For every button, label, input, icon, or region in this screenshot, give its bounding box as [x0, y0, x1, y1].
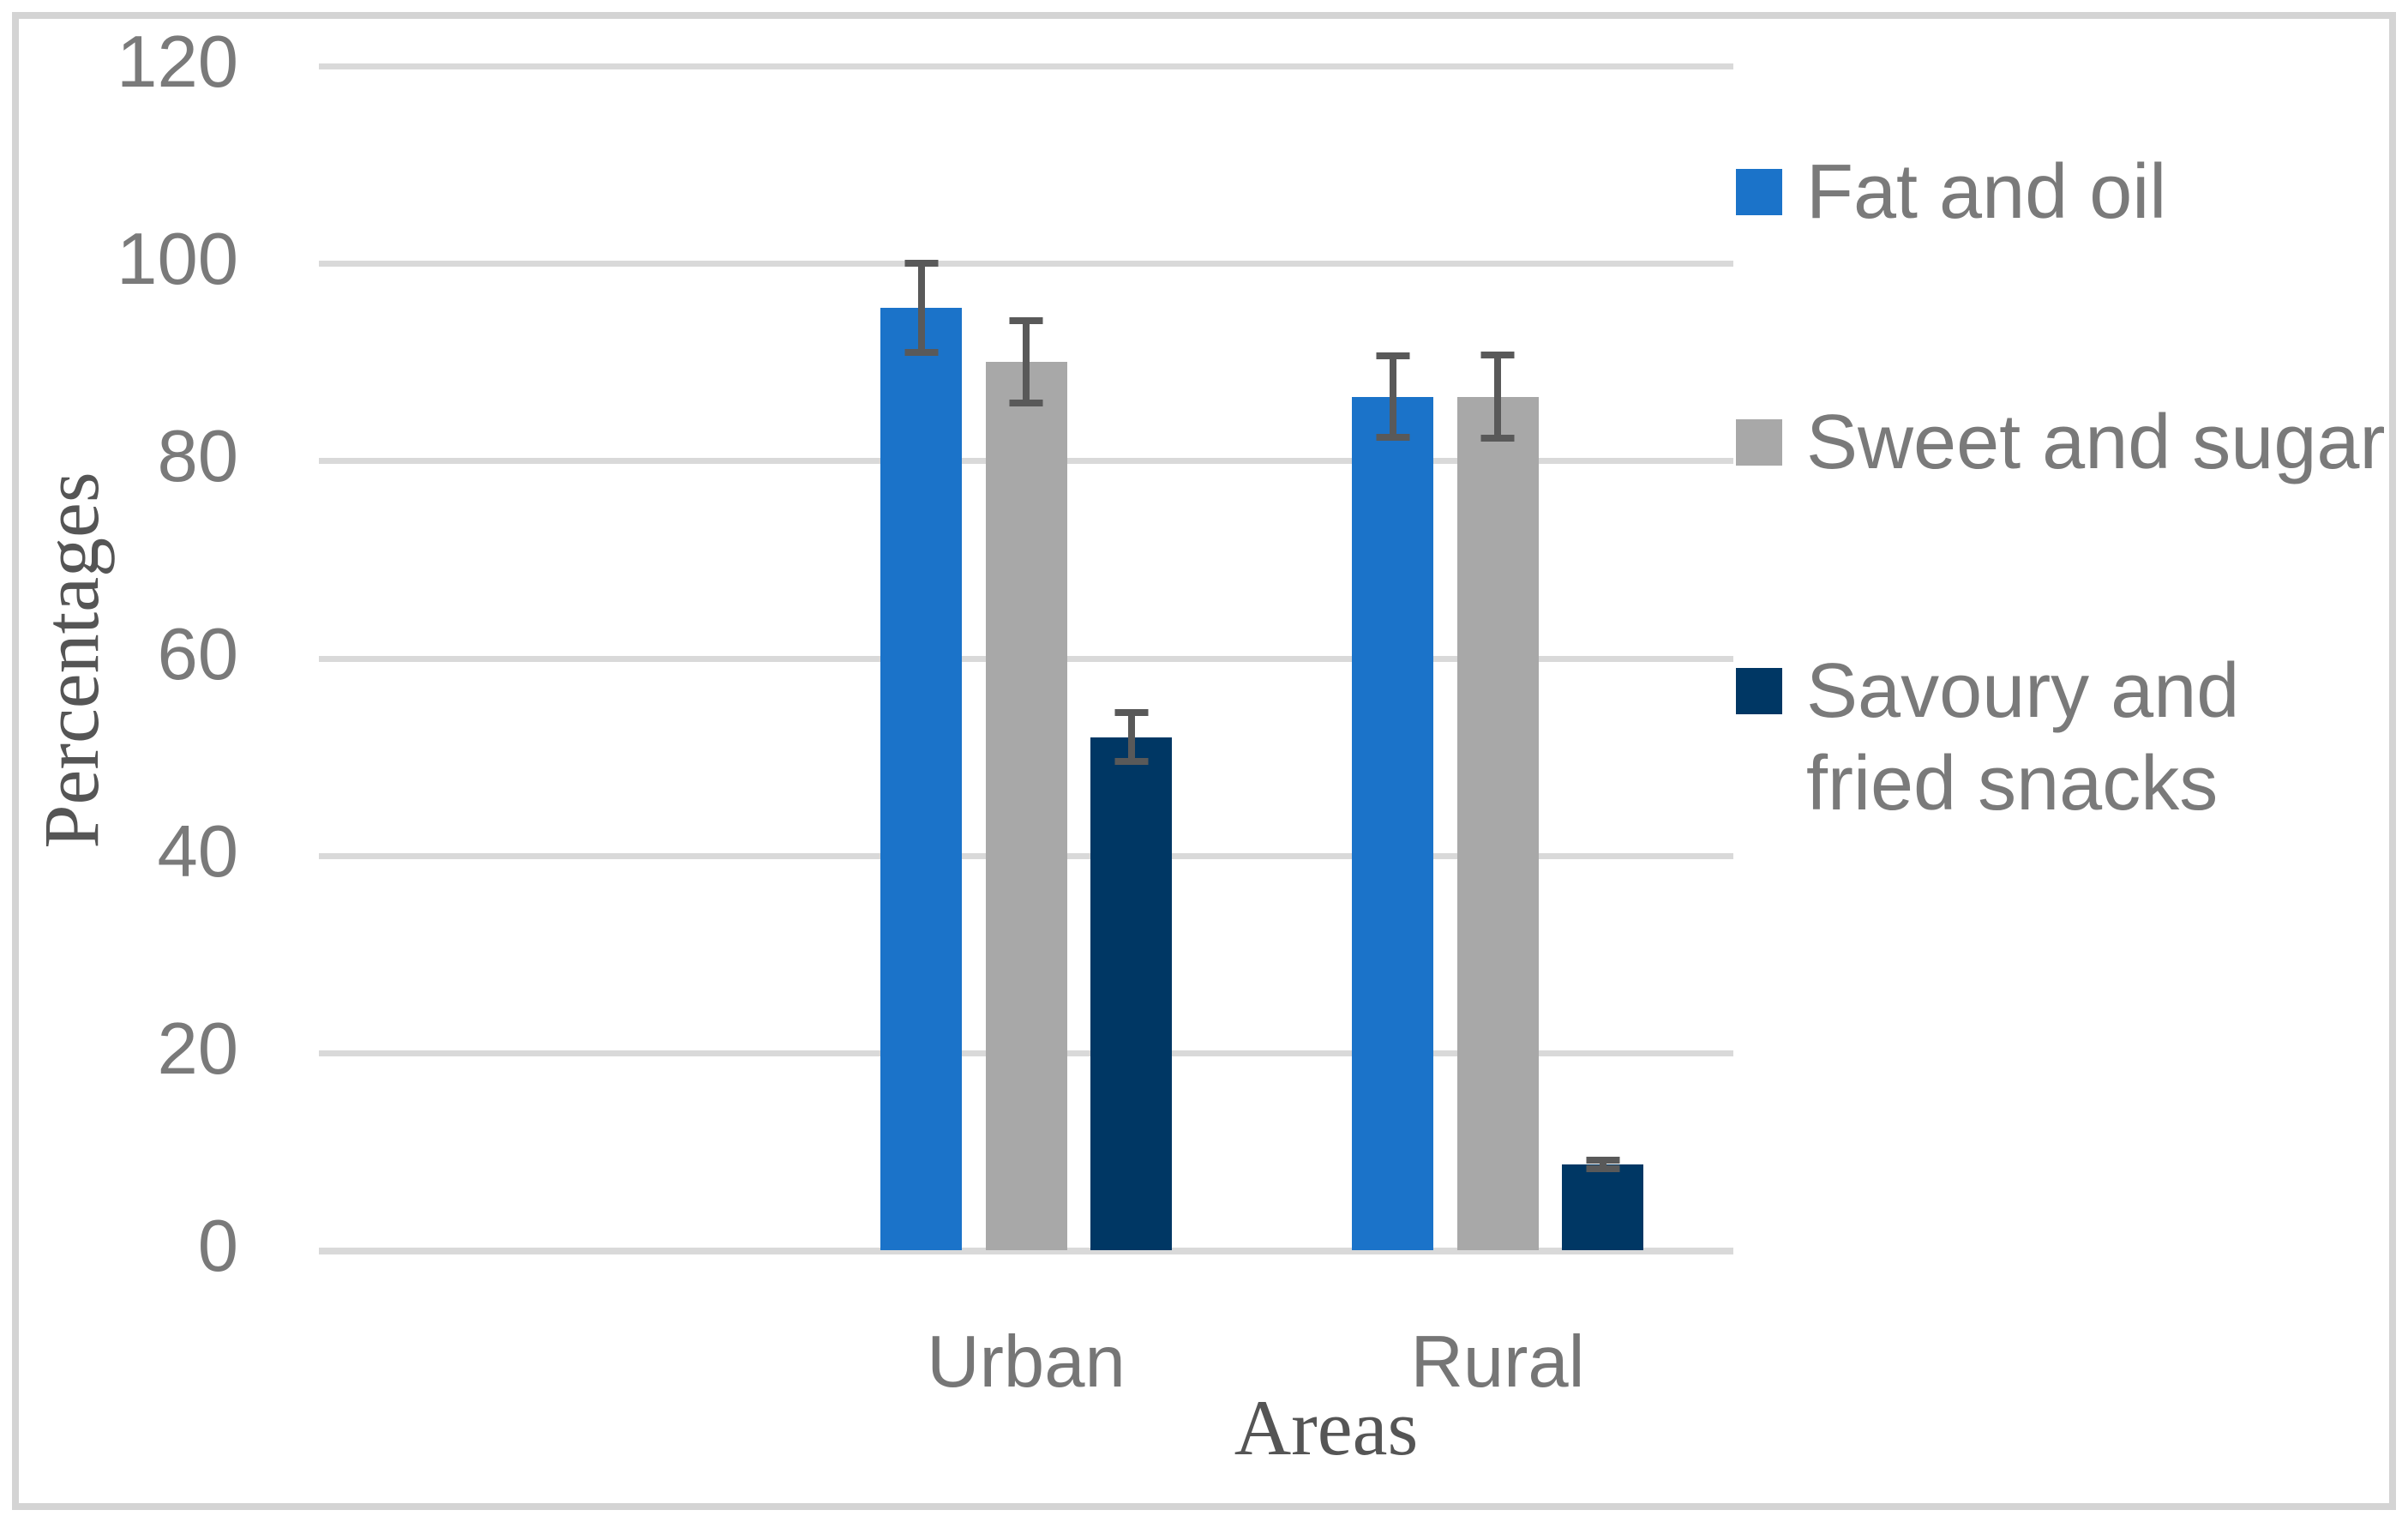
error-bar-cap-bottom	[904, 349, 938, 357]
gridline-120	[319, 63, 1733, 69]
x-category-label-rural: Rural	[1410, 1321, 1585, 1403]
gridline-100	[319, 261, 1733, 268]
error-bar-cap-top	[1009, 317, 1043, 325]
x-axis-title: Areas	[1234, 1384, 1419, 1471]
error-bar-cap-bottom	[1586, 1165, 1619, 1173]
error-bar-cap-top	[904, 259, 938, 267]
y-tick-label-100: 100	[117, 219, 238, 301]
y-tick-label-40: 40	[157, 810, 238, 893]
bar-rural-fat-and-oil	[1352, 396, 1433, 1250]
error-bar-stem	[1127, 709, 1135, 765]
y-tick-label-120: 120	[117, 21, 238, 104]
error-bar-stem	[1023, 317, 1030, 407]
x-category-label-urban: Urban	[927, 1321, 1126, 1403]
legend-swatch-sweet-and-sugar	[1736, 419, 1782, 466]
error-bar-cap-bottom	[1480, 435, 1515, 442]
error-bar-urban-savoury-and-fried-snacks	[1114, 709, 1149, 765]
legend-label-savoury-and-fried-snacks: Savoury and fried snacks	[1806, 648, 2240, 827]
error-bar-cap-bottom	[1376, 434, 1409, 442]
error-bar-cap-bottom	[1009, 400, 1043, 407]
error-bar-stem	[1389, 352, 1396, 442]
error-bar-cap-top	[1114, 709, 1148, 717]
legend-swatch-fat-and-oil	[1736, 169, 1782, 215]
error-bar-rural-savoury-and-fried-snacks	[1586, 1156, 1620, 1173]
error-bar-cap-top	[1376, 352, 1409, 359]
error-bar-stem	[1599, 1156, 1606, 1173]
error-bar-rural-fat-and-oil	[1376, 352, 1410, 442]
bar-rural-sweet-and-sugar	[1456, 396, 1539, 1250]
error-bar-cap-top	[1480, 351, 1515, 358]
error-bar-rural-sweet-and-sugar	[1480, 351, 1515, 442]
bar-rural-savoury-and-fried-snacks	[1562, 1164, 1643, 1250]
y-tick-label-20: 20	[157, 1008, 238, 1090]
legend-swatch-savoury-and-fried-snacks	[1736, 668, 1782, 714]
legend-label-sweet-and-sugar: Sweet and sugar	[1806, 400, 2386, 485]
error-bar-stem	[917, 259, 925, 357]
bar-urban-fat-and-oil	[880, 307, 962, 1250]
legend-item-fat-and-oil: Fat and oil	[1736, 146, 2166, 238]
error-bar-cap-bottom	[1114, 757, 1148, 765]
y-tick-label-0: 0	[197, 1206, 238, 1288]
y-tick-label-60: 60	[157, 613, 238, 695]
x-axis-line	[319, 1248, 1733, 1254]
legend-item-sweet-and-sugar: Sweet and sugar	[1736, 396, 2385, 489]
error-bar-urban-sweet-and-sugar	[1009, 317, 1043, 407]
error-bar-stem	[1494, 351, 1501, 442]
legend-label-fat-and-oil: Fat and oil	[1806, 149, 2167, 235]
legend-item-savoury-and-fried-snacks: Savoury and fried snacks	[1736, 645, 2239, 830]
bar-urban-sweet-and-sugar	[985, 362, 1067, 1250]
chart-outer-border	[12, 12, 2396, 1510]
y-tick-label-80: 80	[157, 416, 238, 498]
error-bar-urban-fat-and-oil	[904, 259, 939, 357]
bar-urban-savoury-and-fried-snacks	[1090, 737, 1172, 1250]
error-bar-cap-top	[1586, 1156, 1619, 1164]
